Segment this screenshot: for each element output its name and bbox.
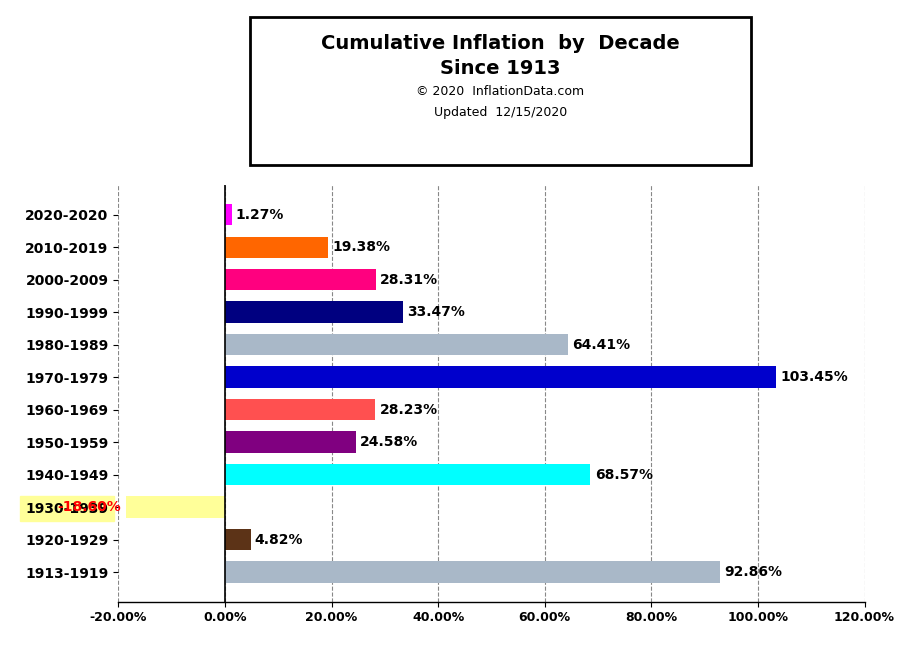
- Text: 1.27%: 1.27%: [236, 208, 284, 221]
- Bar: [225, 204, 232, 225]
- Text: 28.23%: 28.23%: [379, 403, 438, 416]
- Bar: [225, 269, 376, 290]
- Text: 28.31%: 28.31%: [380, 272, 439, 287]
- Text: -18.60%: -18.60%: [57, 500, 122, 514]
- Text: 4.82%: 4.82%: [255, 533, 303, 547]
- Text: 64.41%: 64.41%: [572, 338, 631, 352]
- Text: 103.45%: 103.45%: [781, 370, 848, 384]
- Text: 24.58%: 24.58%: [360, 435, 419, 449]
- Bar: [225, 529, 250, 550]
- Bar: [225, 366, 776, 387]
- Bar: [225, 237, 329, 258]
- Text: Since 1913: Since 1913: [440, 59, 561, 79]
- Bar: [225, 561, 720, 582]
- Text: Updated  12/15/2020: Updated 12/15/2020: [434, 106, 567, 119]
- Text: © 2020  InflationData.com: © 2020 InflationData.com: [417, 85, 584, 98]
- Text: 68.57%: 68.57%: [594, 467, 652, 481]
- Text: Cumulative Inflation  by  Decade: Cumulative Inflation by Decade: [321, 34, 680, 54]
- Bar: [225, 301, 403, 323]
- Bar: [225, 464, 591, 485]
- Text: 92.86%: 92.86%: [724, 565, 782, 579]
- Bar: [126, 496, 225, 518]
- Bar: [225, 432, 356, 453]
- Bar: [225, 334, 568, 355]
- Text: 33.47%: 33.47%: [408, 305, 465, 319]
- Bar: [225, 399, 375, 420]
- Text: 19.38%: 19.38%: [332, 240, 390, 254]
